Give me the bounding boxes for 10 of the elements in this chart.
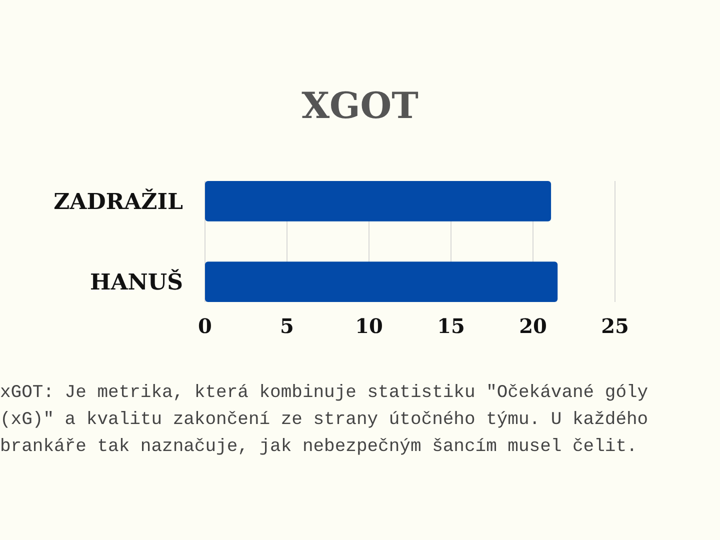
x-tick-label: 20 [519,314,547,338]
x-tick-label: 0 [198,314,212,338]
x-tick-label: 5 [280,314,294,338]
x-tick-label: 25 [601,314,629,338]
text: xGOT: Je metrika, která kombinuje statistiku "Očekávané góly (xG)" a kvalitu zakončení ze strany útočného týmu. U každého brankáře tak naznačuje, jak nebezpečným šancím musel čelit. [0,383,648,457]
x-tick-label: 15 [437,314,465,338]
y-tick-label: ZADRAŽIL [54,188,183,215]
x-tick-label: 10 [355,314,383,338]
chart-title: XGOT [302,85,419,127]
y-tick-label: HANUŠ [90,268,183,296]
